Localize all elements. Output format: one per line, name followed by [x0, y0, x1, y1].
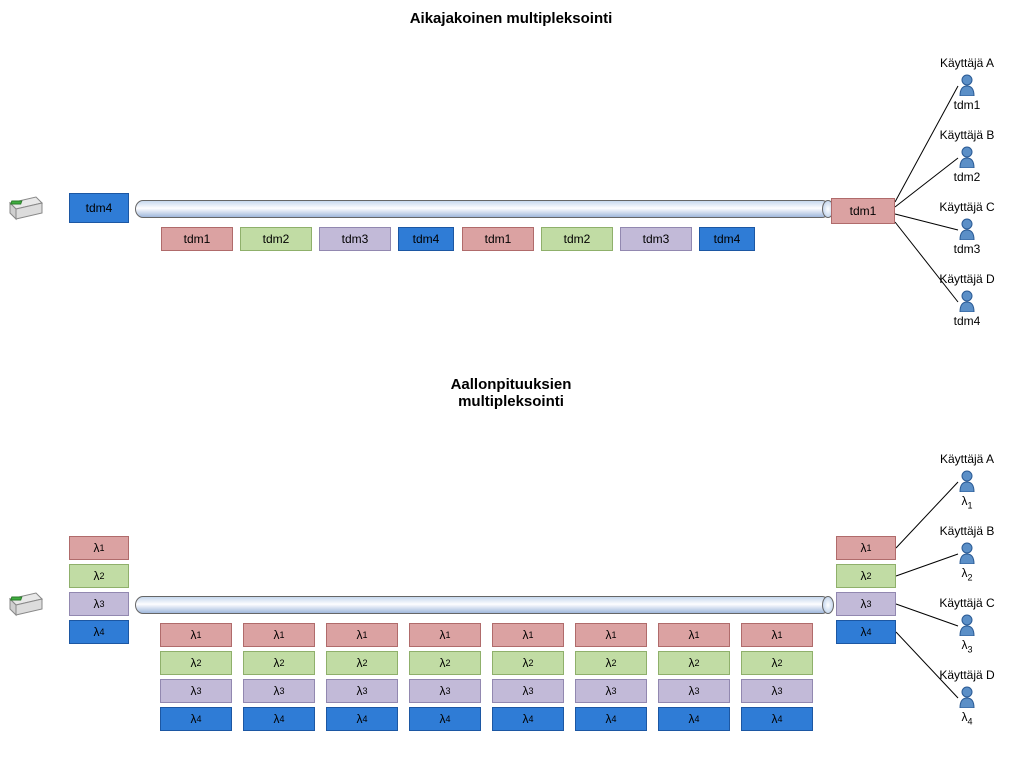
user-icon: [958, 74, 976, 96]
slot-box: λ4: [326, 707, 398, 731]
fiber-pipe: [135, 200, 830, 218]
title-tdm: Aikajakoinen multipleksointi: [0, 10, 1022, 27]
slot-box: λ2: [658, 651, 730, 675]
slot-box: λ2: [492, 651, 564, 675]
slot-box: λ1: [836, 536, 896, 560]
slot-box: tdm3: [620, 227, 692, 251]
slot-box: λ3: [741, 679, 813, 703]
slot-box: tdm2: [240, 227, 312, 251]
server-icon: [8, 195, 44, 221]
slot-box: λ4: [243, 707, 315, 731]
title-wdm: Aallonpituuksien multipleksointi: [0, 376, 1022, 410]
user-icon: [958, 542, 976, 564]
slot-box: λ1: [658, 623, 730, 647]
slot-box: λ2: [741, 651, 813, 675]
slot-box: λ4: [69, 620, 129, 644]
user-icon: [958, 686, 976, 708]
slot-box: λ3: [492, 679, 564, 703]
slot-box: tdm4: [398, 227, 454, 251]
slot-box: tdm1: [831, 198, 895, 224]
text-label: Käyttäjä B: [932, 128, 1002, 142]
slot-box: λ2: [243, 651, 315, 675]
user-icon: [958, 290, 976, 312]
user-icon: [958, 614, 976, 636]
slot-box: λ2: [409, 651, 481, 675]
slot-box: tdm4: [69, 193, 129, 223]
slot-box: λ2: [160, 651, 232, 675]
slot-box: λ4: [836, 620, 896, 644]
slot-box: λ1: [741, 623, 813, 647]
slot-box: λ3: [409, 679, 481, 703]
slot-box: tdm1: [462, 227, 534, 251]
slot-box: λ3: [836, 592, 896, 616]
text-label: tdm2: [932, 170, 1002, 184]
slot-box: λ4: [492, 707, 564, 731]
user-icon: [958, 146, 976, 168]
server-icon: [8, 591, 44, 617]
text-label: tdm3: [932, 242, 1002, 256]
slot-box: tdm1: [161, 227, 233, 251]
slot-box: λ1: [409, 623, 481, 647]
slot-box: λ2: [575, 651, 647, 675]
text-label: λ4: [932, 710, 1002, 726]
slot-box: λ3: [69, 592, 129, 616]
text-label: tdm4: [932, 314, 1002, 328]
title-wdm-l2: multipleksointi: [458, 393, 564, 410]
slot-box: λ4: [741, 707, 813, 731]
slot-box: λ1: [326, 623, 398, 647]
slot-box: λ4: [575, 707, 647, 731]
text-label: Käyttäjä C: [932, 596, 1002, 610]
slot-box: λ2: [326, 651, 398, 675]
text-label: Käyttäjä A: [932, 56, 1002, 70]
slot-box: λ4: [658, 707, 730, 731]
slot-box: λ3: [575, 679, 647, 703]
slot-box: tdm2: [541, 227, 613, 251]
text-label: Käyttäjä D: [932, 272, 1002, 286]
slot-box: λ1: [492, 623, 564, 647]
slot-box: λ2: [836, 564, 896, 588]
user-icon: [958, 218, 976, 240]
user-icon: [958, 470, 976, 492]
text-label: tdm1: [932, 98, 1002, 112]
slot-box: λ1: [243, 623, 315, 647]
slot-box: λ3: [326, 679, 398, 703]
slot-box: λ2: [69, 564, 129, 588]
text-label: λ1: [932, 494, 1002, 510]
slot-box: λ4: [160, 707, 232, 731]
text-label: Käyttäjä C: [932, 200, 1002, 214]
text-label: λ2: [932, 566, 1002, 582]
slot-box: λ1: [69, 536, 129, 560]
fiber-pipe: [135, 596, 830, 614]
slot-box: λ3: [160, 679, 232, 703]
slot-box: λ3: [243, 679, 315, 703]
slot-box: λ3: [658, 679, 730, 703]
slot-box: λ1: [575, 623, 647, 647]
slot-box: λ1: [160, 623, 232, 647]
title-wdm-l1: Aallonpituuksien: [451, 376, 572, 393]
text-label: Käyttäjä D: [932, 668, 1002, 682]
slot-box: tdm4: [699, 227, 755, 251]
fiber-pipe-end: [822, 596, 834, 614]
slot-box: λ4: [409, 707, 481, 731]
text-label: λ3: [932, 638, 1002, 654]
slot-box: tdm3: [319, 227, 391, 251]
text-label: Käyttäjä B: [932, 524, 1002, 538]
text-label: Käyttäjä A: [932, 452, 1002, 466]
